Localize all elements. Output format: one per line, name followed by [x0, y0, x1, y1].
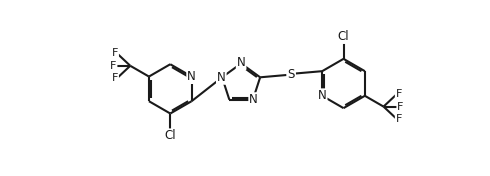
Text: N: N [217, 71, 226, 84]
Text: F: F [112, 73, 118, 83]
Text: F: F [396, 89, 402, 99]
Text: F: F [397, 102, 404, 112]
Text: N: N [187, 70, 196, 83]
Text: F: F [112, 48, 118, 58]
Text: N: N [237, 56, 245, 69]
Text: Cl: Cl [338, 30, 349, 43]
Text: F: F [110, 61, 117, 71]
Text: F: F [396, 114, 402, 124]
Text: N: N [249, 93, 258, 106]
Text: S: S [288, 68, 295, 81]
Text: N: N [318, 89, 326, 102]
Text: Cl: Cl [165, 129, 176, 142]
